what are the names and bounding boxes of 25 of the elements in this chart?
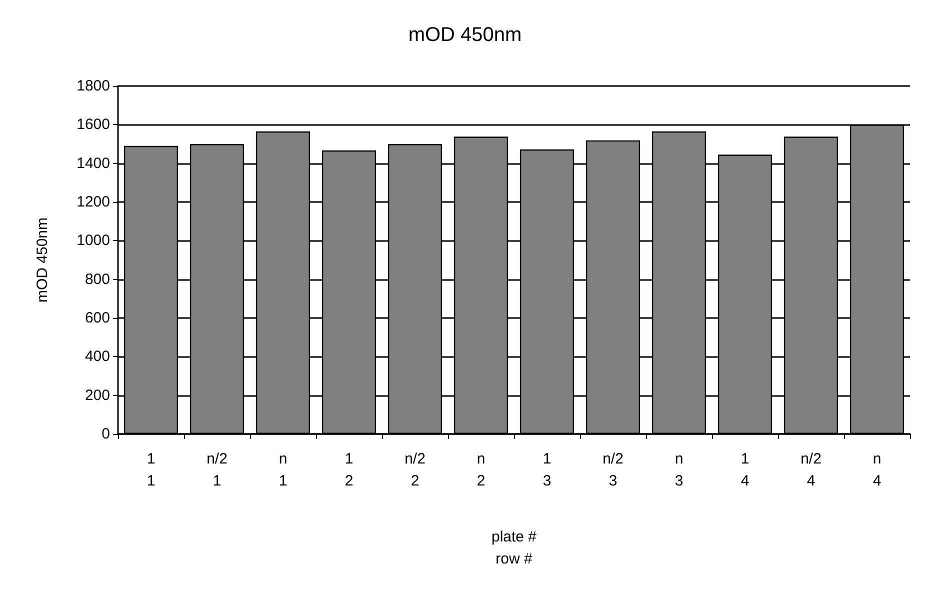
x-tick-label: n 3	[674, 450, 684, 490]
x-tick-label: n/2 1	[206, 450, 228, 490]
y-tick-label: 1000	[76, 232, 110, 250]
y-axis-title: mOD 450nm	[34, 217, 51, 303]
x-tick-label: n/2 2	[404, 450, 426, 490]
x-tick-label: n 2	[476, 450, 486, 490]
x-tick-label: n/2 3	[602, 450, 624, 490]
x-tick-label: 1 4	[740, 450, 750, 490]
y-tick-label: 1200	[76, 194, 110, 210]
y-tick-label: 800	[84, 270, 110, 288]
x-tick-label: n 4	[872, 450, 882, 490]
chart-title: mOD 450nm	[408, 24, 522, 46]
x-tick-label: 1 2	[344, 450, 354, 490]
y-tick-label: 400	[84, 348, 110, 366]
y-tick-label: 600	[84, 310, 110, 326]
x-tick-label: 1 3	[542, 450, 552, 490]
y-tick-label: 1400	[76, 154, 110, 172]
x-tick-label: n 1	[278, 450, 288, 490]
y-tick-label: 200	[84, 386, 110, 404]
x-tick-label: 1 1	[146, 450, 156, 490]
y-tick-label: 1600	[76, 116, 110, 134]
y-tick-label: 1800	[76, 78, 110, 94]
x-axis-title: plate # row #	[491, 528, 538, 568]
x-tick-label: n/2 4	[800, 450, 822, 490]
y-tick-label: 0	[102, 426, 110, 442]
